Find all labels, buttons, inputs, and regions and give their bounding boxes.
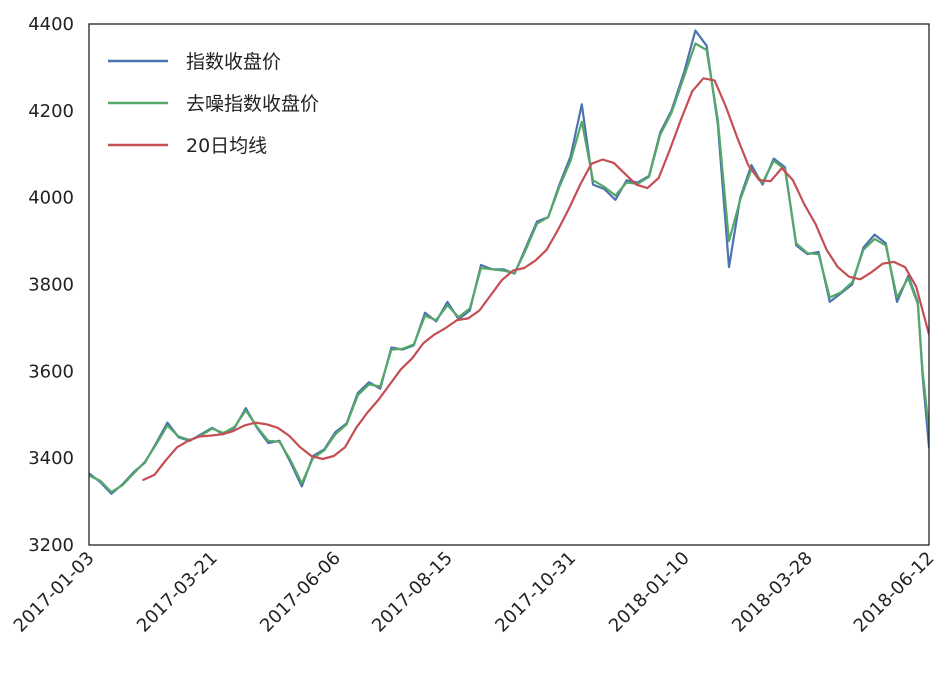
- x-tick-label: 2017-06-06: [256, 548, 345, 637]
- x-tick-label: 2017-03-21: [133, 548, 222, 637]
- legend-label: 去噪指数收盘价: [186, 93, 319, 115]
- axes-frame: [88, 23, 930, 546]
- y-tick-label: 3800: [28, 275, 74, 296]
- y-tick-label: 3600: [28, 361, 74, 382]
- y-tick-label: 4200: [28, 101, 74, 122]
- x-tick-label: 2018-06-12: [850, 548, 939, 637]
- y-axis: 3200 3400 3600 3800 4000 4200 4400: [28, 14, 74, 556]
- legend-label: 20日均线: [186, 135, 267, 157]
- x-tick-label: 2017-08-15: [368, 548, 457, 637]
- y-tick-label: 4000: [28, 188, 74, 209]
- y-tick-label: 4400: [28, 14, 74, 35]
- plot-area: [89, 29, 929, 495]
- series-line-2: [89, 42, 929, 494]
- x-tick-label: 2018-03-28: [728, 548, 817, 637]
- legend-label: 指数收盘价: [186, 51, 281, 73]
- series-lines: [89, 29, 929, 495]
- x-axis: 2017-01-03 2017-03-21 2017-06-06 2017-08-15…: [10, 548, 939, 637]
- y-tick-label: 3400: [28, 448, 74, 469]
- x-tick-label: 2017-01-03: [10, 548, 99, 637]
- y-tick-label: 3200: [28, 535, 74, 556]
- x-tick-label: 2018-01-10: [605, 548, 694, 637]
- series-line-3: [142, 77, 929, 481]
- x-tick-label: 2017-10-31: [491, 548, 580, 637]
